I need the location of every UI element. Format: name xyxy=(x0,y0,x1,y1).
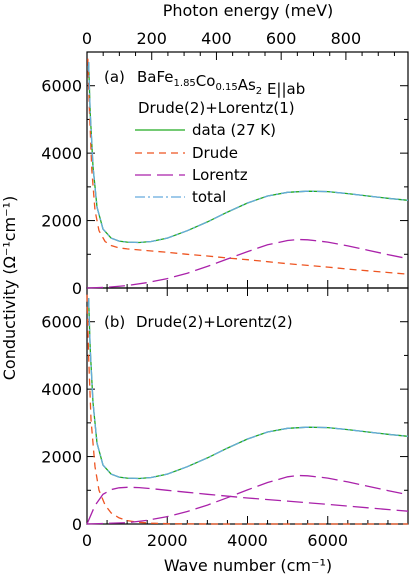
panel-a-label: (a) xyxy=(104,68,125,86)
x-tick-label: 0 xyxy=(82,531,92,550)
x-tick-label: 2000 xyxy=(147,531,188,550)
top-axis-label: Photon energy (meV) xyxy=(163,1,334,20)
series-line-lorentz xyxy=(86,238,409,289)
legend-label: Drude xyxy=(192,144,238,162)
series-line-lorentz-low xyxy=(86,486,409,525)
panel-a-model-label: Drude(2)+Lorentz(1) xyxy=(138,99,295,117)
top-tick-label: 200 xyxy=(136,29,167,48)
top-tick-label: 0 xyxy=(82,29,92,48)
panel-b-label: (b) xyxy=(104,313,125,331)
material-formula: BaFe1.85Co0.15As2 E||ab xyxy=(137,68,305,98)
y-axis-label: Conductivity (Ω⁻¹cm⁻¹) xyxy=(0,196,19,380)
y-tick-label: 4000 xyxy=(41,380,82,399)
x-tick-label: 4000 xyxy=(227,531,268,550)
top-tick-label: 400 xyxy=(201,29,232,48)
legend-label: Lorentz xyxy=(192,166,248,184)
series-line-drude xyxy=(87,58,409,275)
series-line-lorentz-mid xyxy=(86,474,409,525)
series-line-drude xyxy=(86,294,408,525)
y-tick-label: 6000 xyxy=(41,313,82,332)
top-tick-label: 600 xyxy=(266,29,297,48)
top-tick-label: 800 xyxy=(331,29,362,48)
y-tick-label: 2000 xyxy=(41,212,82,231)
legend-label: total xyxy=(192,188,226,206)
x-tick-label: 6000 xyxy=(307,531,348,550)
legend-label: data (27 K) xyxy=(192,121,276,139)
y-tick-label: 6000 xyxy=(41,77,82,96)
series-line-total xyxy=(87,298,409,480)
y-tick-label: 4000 xyxy=(41,144,82,163)
series-line-total xyxy=(87,62,409,244)
y-tick-label: 2000 xyxy=(41,448,82,467)
panel-b-model-label: Drude(2)+Lorentz(2) xyxy=(136,313,293,331)
bottom-axis-label: Wave number (cm⁻¹) xyxy=(164,556,332,575)
y-tick-label: 0 xyxy=(72,515,82,534)
y-tick-label: 0 xyxy=(72,279,82,298)
